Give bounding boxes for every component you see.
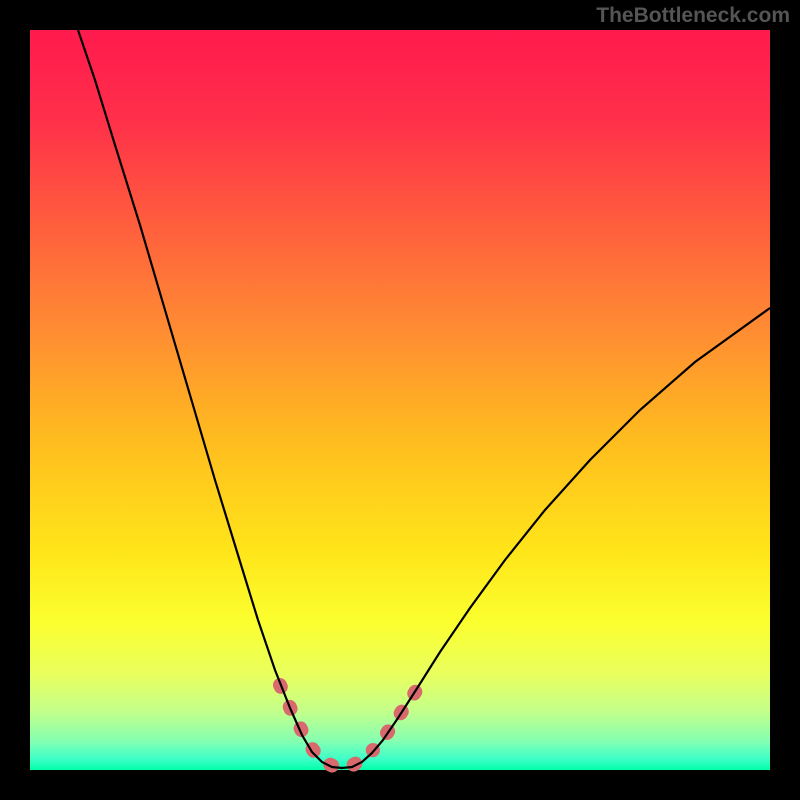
watermark-text: TheBottleneck.com xyxy=(596,4,790,28)
plot-gradient-background xyxy=(30,30,770,770)
bottleneck-chart xyxy=(0,0,800,800)
chart-container: TheBottleneck.com xyxy=(0,0,800,800)
